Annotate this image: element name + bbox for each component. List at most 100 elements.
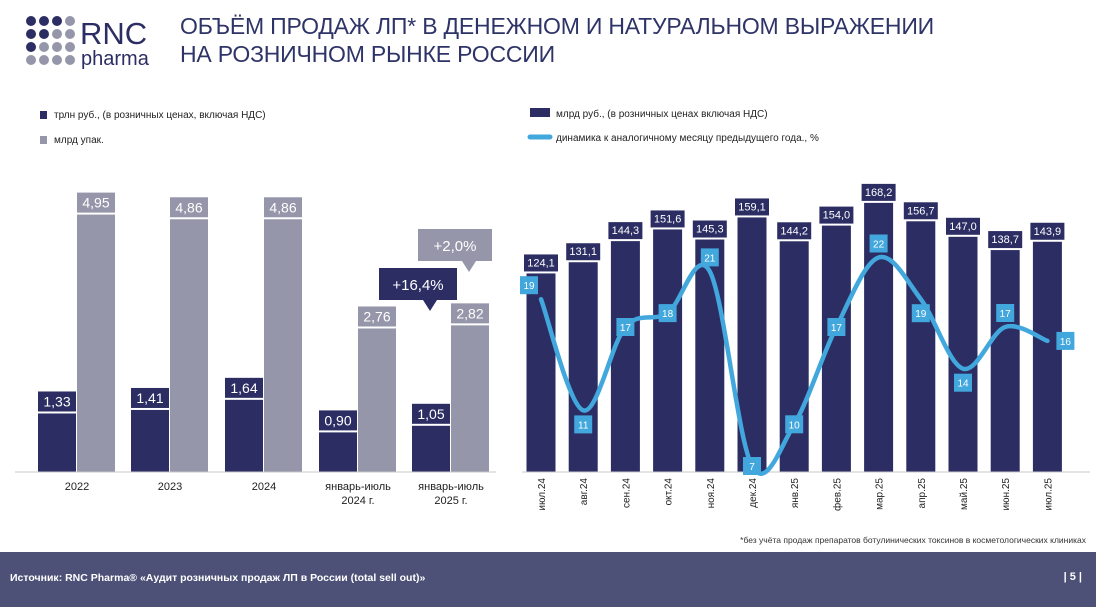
data-label-packs-box	[264, 197, 302, 218]
logo: RNC pharma	[24, 14, 174, 72]
x-tick-label: апр.25	[917, 478, 928, 509]
data-label-packs-text: 4,86	[269, 199, 296, 215]
data-label-packs: 4,95	[77, 192, 115, 213]
data-label-dynamics: 16	[1056, 331, 1075, 350]
data-label-packs-box	[77, 192, 115, 213]
data-label-rub-text: 1,05	[417, 406, 444, 422]
data-label-monthly: 159,1	[735, 198, 769, 216]
data-label-monthly: 144,2	[777, 222, 812, 240]
legend-swatch-rub	[40, 111, 47, 119]
logo-sub: pharma	[81, 48, 150, 70]
data-label-dynamics: 22	[869, 234, 888, 253]
data-label-rub-box	[131, 387, 169, 408]
bar-rub	[131, 409, 169, 472]
data-label-monthly-text: 151,6	[654, 213, 682, 225]
data-label-packs-text: 2,82	[456, 305, 483, 321]
x-tick-label: фев.25	[831, 478, 843, 511]
data-label-monthly-text: 143,9	[1034, 226, 1062, 238]
footer-source: Источник: RNC Pharma® «Аудит розничных п…	[10, 572, 426, 584]
data-label-dynamics: 14	[954, 373, 972, 392]
annotation-packs-box	[418, 229, 492, 261]
chart-annual-sales: трлн руб., (в розничных ценах, включая Н…	[15, 109, 496, 507]
data-label-dynamics-text: 19	[915, 309, 927, 320]
bar-monthly	[653, 229, 683, 472]
bar-monthly	[610, 241, 640, 472]
bar-monthly	[948, 236, 978, 472]
bar-packs	[451, 325, 489, 472]
title-line-2: НА РОЗНИЧНОМ РЫНКЕ РОССИИ	[180, 41, 555, 67]
x-tick-label: дек.24	[748, 478, 759, 508]
data-label-monthly: 154,0	[819, 206, 854, 224]
data-label-packs: 2,76	[358, 306, 396, 327]
page-number: | 5 |	[1063, 571, 1082, 583]
data-label-monthly-box	[777, 222, 812, 240]
bar-monthly	[568, 262, 598, 472]
data-label-monthly-box	[946, 217, 980, 235]
data-label-rub-text: 1,64	[230, 380, 257, 396]
data-label-dynamics: 18	[658, 304, 677, 323]
bar-monthly	[695, 239, 725, 472]
data-label-monthly-text: 124,1	[527, 257, 555, 269]
data-label-dynamics-text: 19	[523, 281, 535, 292]
bar-rub	[319, 432, 357, 472]
annotation-packs-pointer	[462, 261, 476, 272]
data-label-monthly: 124,1	[524, 254, 558, 272]
data-label-monthly-text: 156,7	[907, 205, 935, 217]
data-label-monthly-text: 144,2	[780, 225, 808, 237]
data-label-monthly-box	[650, 210, 685, 228]
page-title: ОБЪЁМ ПРОДАЖ ЛП* В ДЕНЕЖНОМ И НАТУРАЛЬНО…	[180, 12, 1060, 68]
data-label-dynamics: 10	[785, 415, 804, 434]
data-label-monthly-box	[903, 202, 938, 220]
x-tick-label: окт.24	[664, 478, 675, 506]
title-line-1: ОБЪЁМ ПРОДАЖ ЛП* В ДЕНЕЖНОМ И НАТУРАЛЬНО…	[180, 13, 934, 39]
data-label-dynamics-text: 17	[620, 323, 632, 334]
data-label-monthly: 138,7	[988, 231, 1023, 249]
data-label-dynamics-text: 17	[831, 323, 843, 334]
data-label-monthly-box	[608, 222, 643, 240]
data-label-dynamics-box	[700, 248, 719, 267]
data-label-dynamics: 21	[700, 248, 719, 267]
bar-packs	[77, 214, 115, 472]
x-tick-label: июл.24	[537, 478, 548, 511]
data-label-dynamics-box	[911, 304, 930, 323]
data-label-dynamics-box	[785, 415, 804, 434]
data-label-dynamics: 17	[996, 304, 1015, 322]
bar-monthly	[990, 250, 1020, 472]
bar-packs	[264, 219, 302, 472]
data-label-monthly-text: 144,3	[612, 225, 640, 237]
annotation-rub-text: +16,4%	[392, 277, 443, 294]
legend-label-monthly: млрд руб., (в розничных ценах включая НД…	[556, 108, 768, 120]
data-label-rub: 0,90	[319, 410, 357, 431]
annotation-rub-box	[379, 268, 457, 300]
data-label-packs-text: 4,95	[82, 195, 109, 211]
data-label-packs-text: 4,86	[175, 199, 202, 215]
data-label-dynamics-box	[520, 276, 538, 295]
data-label-dynamics-box	[574, 415, 593, 434]
data-label-dynamics-text: 16	[1060, 337, 1072, 348]
legend-label-dynamics: динамика к аналогичному месяцу предыдуще…	[556, 133, 819, 144]
annotation-rub-pointer	[423, 300, 437, 311]
data-label-dynamics-box	[954, 373, 972, 392]
data-label-rub: 1,05	[412, 403, 450, 424]
data-label-monthly-box	[735, 198, 769, 216]
footer: Источник: RNC Pharma® «Аудит розничных п…	[0, 552, 1096, 607]
x-tick-label: 2024	[252, 481, 276, 493]
bar-monthly	[906, 221, 936, 472]
bar-monthly	[779, 241, 809, 472]
x-tick-label: январь-июль	[418, 481, 484, 493]
data-label-dynamics-text: 17	[1000, 309, 1012, 320]
data-label-dynamics-text: 7	[749, 462, 755, 473]
data-label-dynamics: 7	[743, 457, 761, 475]
x-tick-label: мар.25	[875, 478, 886, 510]
data-label-dynamics-text: 22	[873, 240, 885, 251]
data-label-packs-box	[170, 197, 208, 218]
data-label-monthly-text: 168,2	[865, 187, 893, 199]
data-label-monthly: 151,6	[650, 210, 685, 228]
data-label-packs-box	[358, 306, 396, 327]
data-label-dynamics-text: 11	[578, 420, 589, 431]
chart-monthly-sales: млрд руб., (в розничных ценах включая НД…	[520, 108, 1090, 511]
x-tick-label: январь-июль	[325, 481, 391, 493]
data-label-packs: 4,86	[264, 197, 302, 218]
data-label-monthly-text: 131,1	[569, 246, 597, 258]
data-label-monthly-box	[524, 254, 558, 272]
